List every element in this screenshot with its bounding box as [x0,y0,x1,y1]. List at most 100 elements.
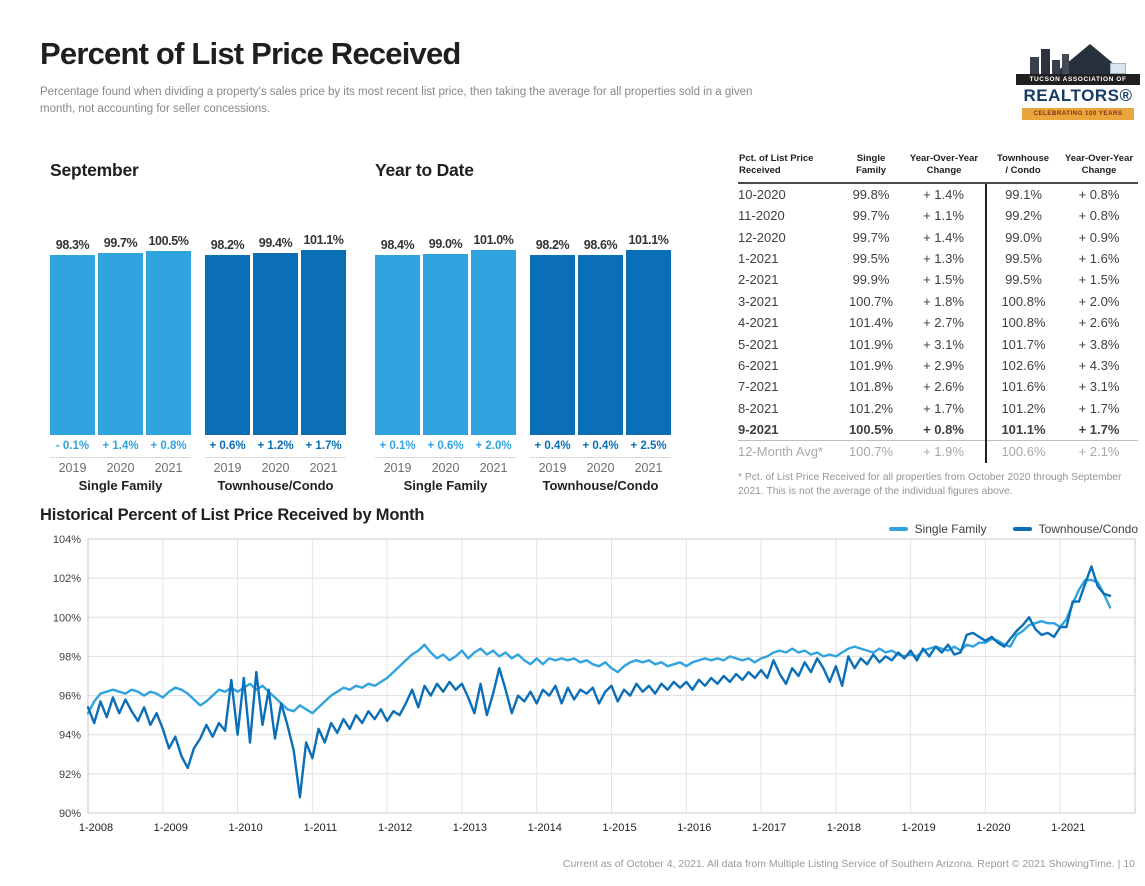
table-cell: 101.9% [848,336,894,352]
bar-value-label: 101.1% [628,233,669,247]
ytd-title: Year to Date [375,160,474,180]
x-axis-tick: 1-2011 [304,822,337,833]
y-axis-tick: 98% [59,651,81,663]
bar-2019-townhouse-condo [205,255,250,435]
bar-value-label: 101.0% [473,233,514,248]
table-cell: 8-2021 [738,400,779,416]
table-cell: + 1.1% [902,205,987,227]
table-cell: 101.8% [848,379,894,395]
logo-ribbon-text: CELEBRATING 100 YEARS [1022,107,1134,120]
table-row: 10-2020 99.8% + 1.4% 99.1% + 0.8% [738,182,1138,206]
table-cell: + 2.7% [902,311,987,334]
x-axis-tick: 1-2013 [453,822,487,833]
bar-cell-2020-townhouse-condo: 99.4% [253,236,298,435]
x-axis-tick: 1-2014 [528,822,562,833]
bar-2020-single-family [98,252,143,435]
x-axis-tick: 1-2017 [752,822,786,833]
bar-group-single-family: 98.3% 99.7% 100.5% - 0.1% + 1.4% + 0.8% 2019 20… [50,231,191,493]
bar-cell-2021-single-family: 100.5% [146,234,191,435]
table-cell: 99.8% [852,186,890,202]
x-axis-tick: 1-2020 [976,822,1010,833]
table-cell: + 0.9% [1078,229,1120,245]
plot-border [87,538,1136,814]
bar-cell-2019-townhouse-condo: 98.2% [205,238,250,435]
legend-label: Townhouse/Condo [1038,522,1138,536]
year-row: 2019 2020 2021 [375,461,516,475]
bar-cell-2021-townhouse-condo: 101.1% [626,233,671,435]
table-cell: 100.5% [848,422,894,437]
x-axis-tick: 1-2015 [602,822,636,833]
table-row: 8-2021 101.2% + 1.7% 101.2% + 1.7% [738,397,1138,419]
column-header: Year-Over-Year Change [902,153,986,184]
historical-section: Historical Percent of List Price Receive… [40,506,1140,833]
bar-change-label: + 1.7% [305,440,342,452]
table-row: 7-2021 101.8% + 2.6% 101.6% + 3.1% [738,376,1138,398]
bar-2021-single-family [471,250,516,435]
bar-cell-2020-single-family: 99.0% [423,237,468,435]
column-header: Pct. of List Price Received [738,153,840,184]
table-cell: 99.1% [1005,186,1042,202]
column-header: Year-Over-Year Change [1060,153,1138,184]
y-axis-tick: 94% [59,730,81,742]
table-cell: + 0.8% [902,418,987,441]
table-cell: + 2.1% [1060,440,1138,463]
bar-2021-single-family [146,251,191,435]
group-label: Single Family [78,478,163,493]
logo-realtors-text: REALTORS® [1023,85,1133,105]
table-cell: + 0.8% [1078,208,1120,224]
change-row: + 0.6% + 1.2% + 1.7% [205,440,346,452]
table-cell: 99.7% [852,229,890,245]
year-label: 2019 [383,461,412,475]
bar-value-label: 98.2% [535,238,570,253]
bars-row: 98.3% 99.7% 100.5% [50,231,191,435]
table-footnote: * Pct. of List Price Received for all pr… [738,471,1122,497]
bar-group-townhouse-condo: 98.2% 99.4% 101.1% + 0.6% + 1.2% + 1.7% 2019 20… [205,231,346,493]
table-cell: 1-2021 [738,251,779,266]
table-cell: 102.6% [1001,357,1046,373]
x-axis-tick: 1-2012 [378,822,412,833]
bar-change-label: + 1.4% [102,440,139,452]
table-cell: 101.1% [1001,422,1046,437]
bar-cell-2019-single-family: 98.4% [375,238,420,435]
bar-2020-single-family [423,253,468,435]
table-row: 4-2021 101.4% + 2.7% 100.8% + 2.6% [738,311,1138,334]
table-cell: + 1.7% [1078,422,1120,437]
historical-title: Historical Percent of List Price Receive… [40,506,425,524]
bar-group-single-family: 98.4% 99.0% 101.0% + 0.1% + 0.6% + 2.0% 2019 20… [375,231,516,493]
group-label: Single Family [403,478,488,493]
bar-change-label: + 0.4% [582,440,619,452]
table-cell: + 3.1% [902,333,987,355]
x-axis-tick: 1-2010 [228,822,262,833]
bar-change-label: + 1.2% [257,440,294,452]
x-axis-tick: 1-2019 [902,822,936,833]
table-cell: + 3.8% [1078,336,1120,352]
monthly-data-table: Pct. of List Price Received Single Family… [738,153,1138,499]
table-cell: 3-2021 [738,293,779,309]
table-cell: 99.5% [1005,251,1042,266]
bar-change-label: + 0.8% [150,440,187,452]
legend-item-townhouse-condo: Townhouse/Condo [1012,522,1138,536]
bar-2021-townhouse-condo [626,250,671,435]
september-title: September [50,160,139,180]
line-townhouse-condo [86,565,1112,799]
table-cell: 99.2% [1005,208,1042,224]
table-cell: 100.8% [1001,293,1046,309]
table-cell: + 2.9% [902,354,987,377]
table-cell: 2-2021 [738,272,779,288]
bar-change-label: + 0.6% [427,440,464,452]
table-cell: 101.7% [1001,336,1046,352]
table-cell: + 2.6% [1078,315,1120,331]
y-axis-tick: 104% [53,534,81,546]
bar-group-townhouse-condo: 98.2% 98.6% 101.1% + 0.4% + 0.4% + 2.5% 2019 20… [530,231,671,493]
bars-row: 98.4% 99.0% 101.0% [375,231,516,435]
table-cell: + 2.6% [902,376,987,398]
y-axis-tick: 92% [59,769,81,781]
y-axis-tick: 90% [59,808,81,820]
table-cell: + 1.7% [902,397,987,419]
y-axis-tick: 96% [59,691,81,703]
bar-2019-single-family [50,255,95,435]
realtors-logo: TUCSON ASSOCIATION OF REALTORS® CELEBRAT… [1016,38,1140,120]
historical-line-chart: 104% 102% 100% 98% 96% 94% 92% 90% 1-2008 1-2009 1… [53,534,1136,833]
y-axis-tick: 102% [53,573,81,585]
chart-legend: Single Family Townhouse/Condo [888,522,1138,536]
